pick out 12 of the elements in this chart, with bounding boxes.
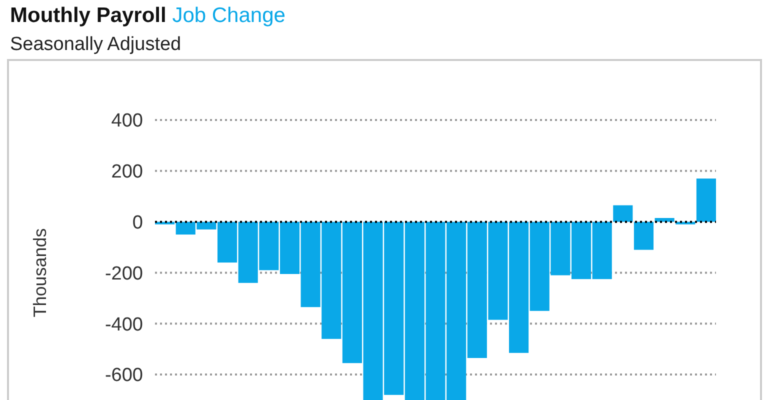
y-tick-label: -400 xyxy=(104,314,143,336)
bar xyxy=(696,178,716,222)
chart-subtitle: Seasonally Adjusted xyxy=(10,34,182,55)
y-tick-label: 0 xyxy=(132,212,143,234)
y-tick-label: 200 xyxy=(111,162,143,183)
y-tick-label: -600 xyxy=(104,365,143,386)
y-axis-title: Thousands xyxy=(30,228,50,318)
y-tick-label: -200 xyxy=(104,263,143,284)
y-tick-label: 400 xyxy=(111,110,143,132)
bar xyxy=(613,205,633,222)
chart-title: Mouthly Payroll Job Change xyxy=(10,4,286,27)
bar xyxy=(634,222,654,250)
